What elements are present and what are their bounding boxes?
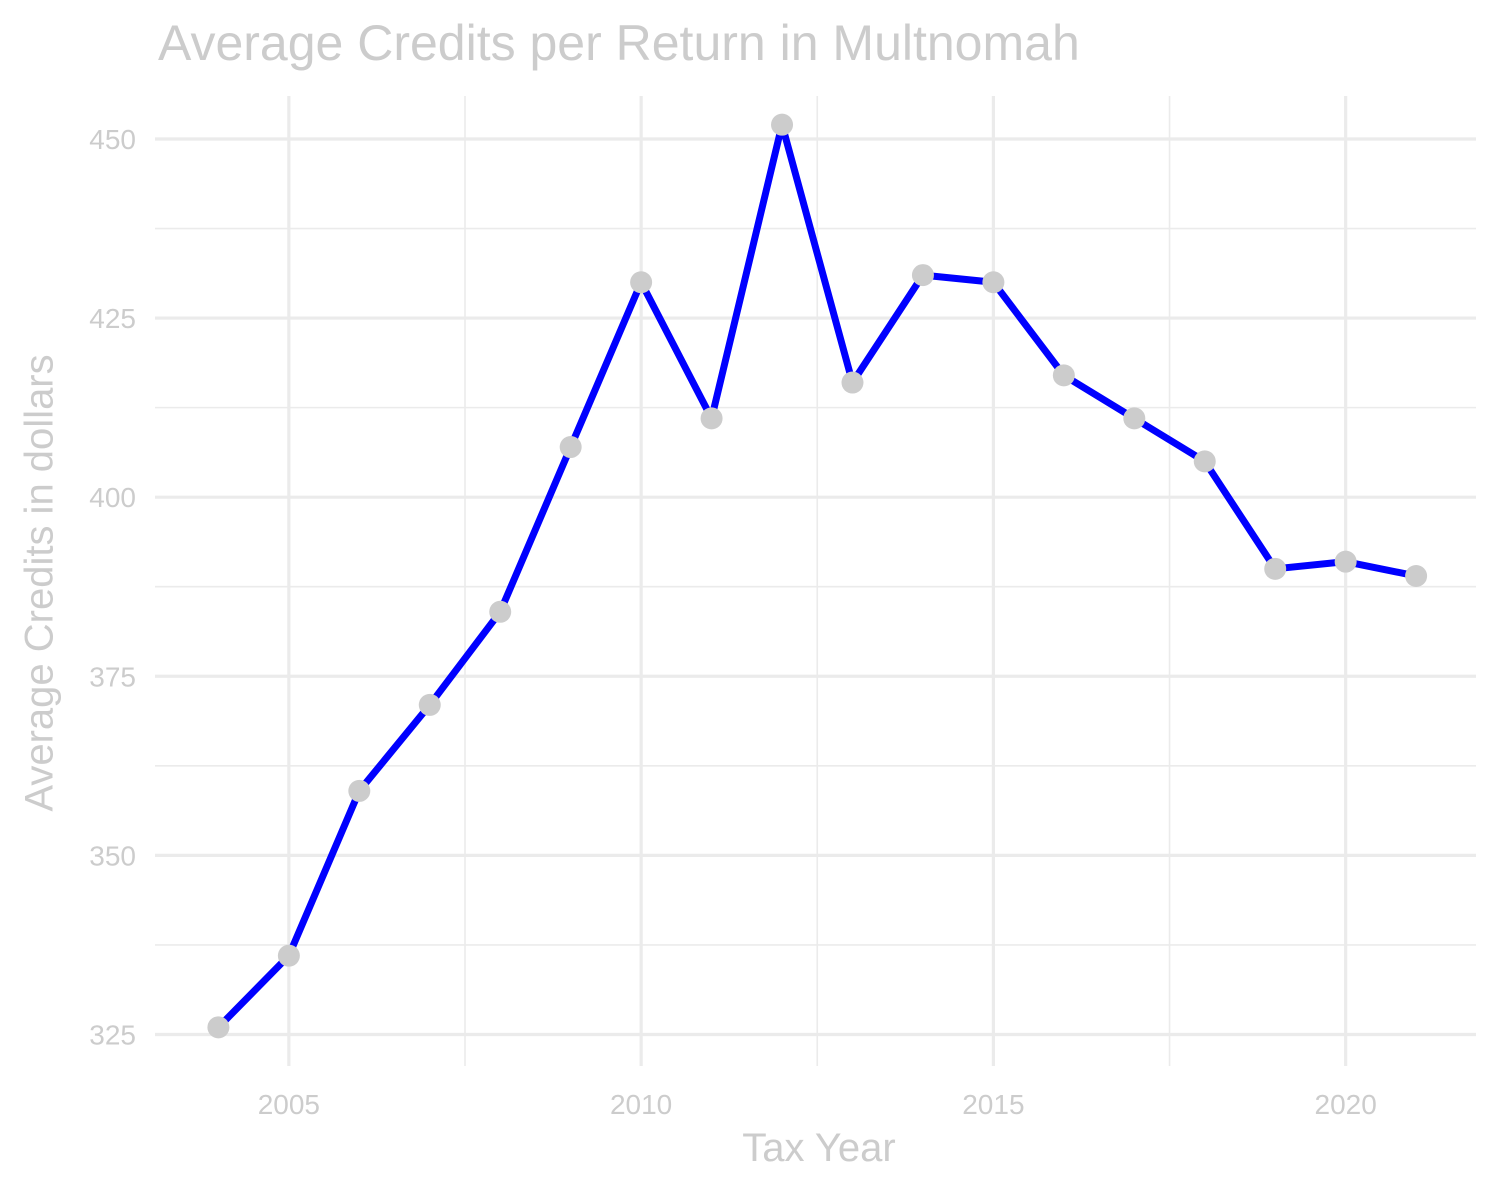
data-point [911,264,934,287]
y-tick-label: 350 [89,840,136,871]
data-point [559,436,582,459]
data-point [348,779,371,802]
data-point [1193,450,1216,473]
data-point [982,271,1005,294]
chart-title: Average Credits per Return in Multnomah [158,15,1080,71]
data-point [418,693,441,716]
y-tick-label: 375 [89,661,136,692]
x-tick-label: 2010 [610,1089,672,1120]
data-point [1405,564,1428,587]
x-axis-ticks: 2005 2010 2015 2020 [258,1089,1377,1120]
minor-gridlines [155,96,1476,1066]
y-tick-label: 325 [89,1019,136,1050]
data-point [771,113,794,136]
x-tick-label: 2020 [1315,1089,1377,1120]
x-axis-label: Tax Year [742,1126,896,1170]
y-tick-label: 425 [89,303,136,334]
data-point [277,944,300,967]
y-axis-ticks: 325 350 375 400 425 450 [89,124,136,1050]
major-gridlines [155,96,1476,1066]
data-point [841,371,864,394]
data-point [1264,557,1287,580]
y-axis-label: Average Credits in dollars [17,354,62,812]
y-tick-label: 450 [89,124,136,155]
series-line [215,121,1417,1030]
data-point [489,600,512,623]
data-point [700,407,723,430]
x-tick-label: 2015 [962,1089,1024,1120]
points-group [207,113,1428,1039]
data-point [1334,550,1357,573]
data-point [630,271,653,294]
data-point [207,1016,230,1039]
data-point [1123,407,1146,430]
y-tick-label: 400 [89,482,136,513]
data-point [1052,364,1075,387]
x-tick-label: 2005 [258,1089,320,1120]
series-group [215,121,1417,1030]
